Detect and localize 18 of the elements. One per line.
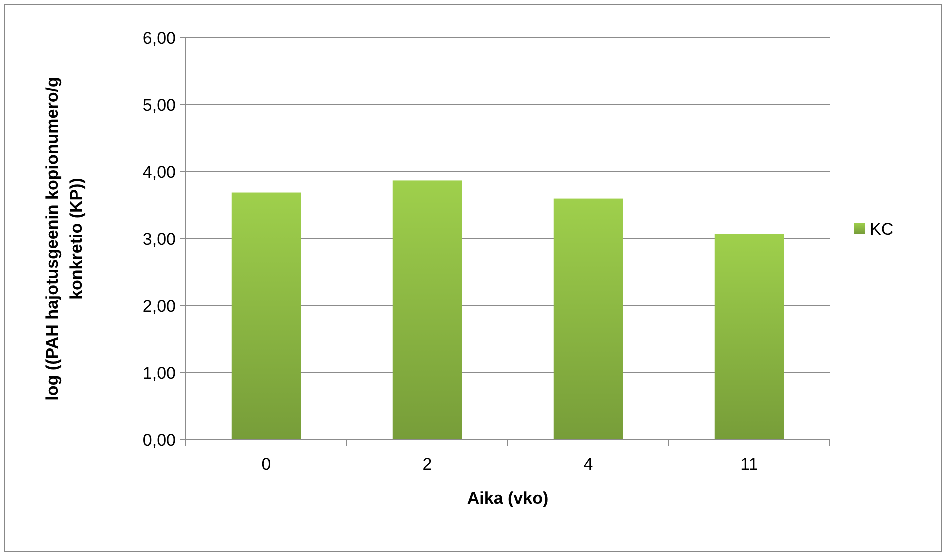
x-axis-title: Aika (vko) xyxy=(467,489,549,508)
y-tick-label: 4,00 xyxy=(142,162,176,182)
y-tick-label: 5,00 xyxy=(142,96,176,115)
bar xyxy=(714,234,784,440)
bar xyxy=(232,192,302,440)
y-tick-label: 0,00 xyxy=(142,430,176,450)
bar xyxy=(554,198,624,440)
y-tick-label: 1,00 xyxy=(142,364,176,383)
bar xyxy=(392,180,462,440)
y-tick-label: 6,00 xyxy=(142,28,176,48)
y-axis-title: log ((PAH hajotusgeenin kopionumero/g konkretio (KP)) xyxy=(43,77,86,401)
x-tick-label: 0 xyxy=(262,455,272,474)
x-tick-label: 4 xyxy=(584,455,594,474)
y-tick-label: 2,00 xyxy=(142,296,176,316)
legend-label: KC xyxy=(870,220,894,239)
x-tick-label: 11 xyxy=(740,455,758,474)
x-tick-label: 2 xyxy=(422,455,432,474)
y-tick-label: 3,00 xyxy=(142,230,176,249)
